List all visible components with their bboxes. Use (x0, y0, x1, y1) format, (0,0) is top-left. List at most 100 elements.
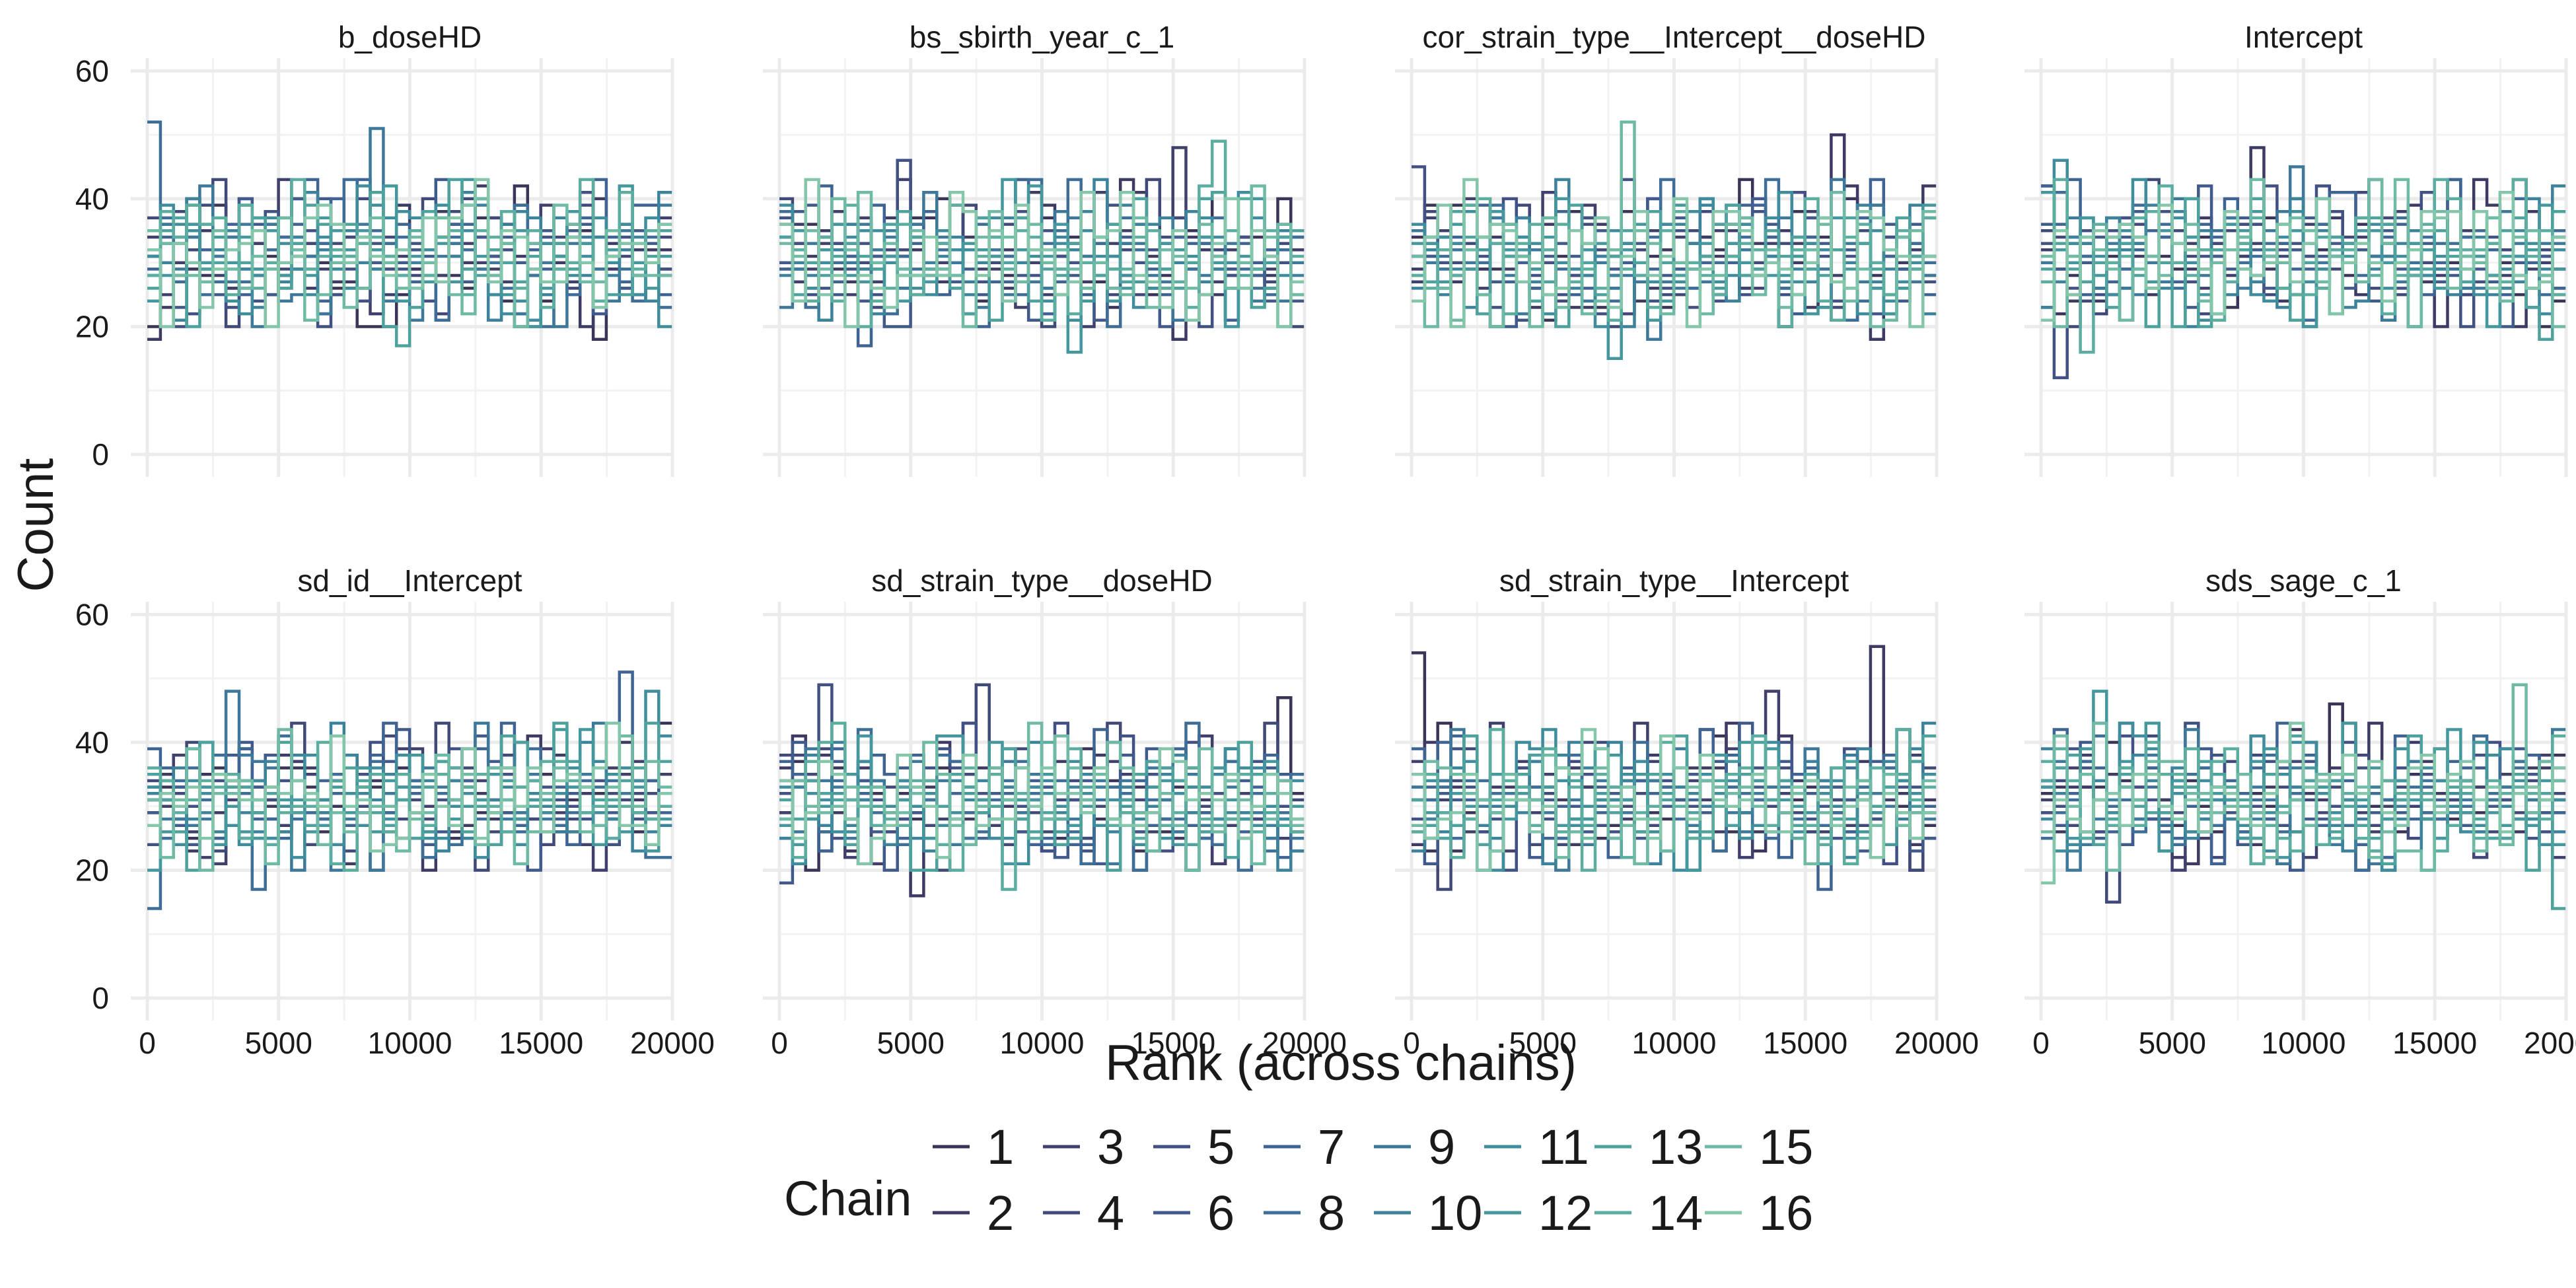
facet-panel: sd_strain_type__doseHD 0 5000 10000 15000 200… (763, 563, 1347, 1060)
legend-item: 5 (1153, 1120, 1234, 1174)
legend-label: 2 (987, 1186, 1014, 1240)
chain-series-16 (1412, 728, 1937, 872)
x-tick-label: 15000 (2392, 1026, 2477, 1060)
chain-series-16 (779, 747, 1305, 866)
legend-label: 3 (1097, 1120, 1124, 1174)
chain-series-16 (779, 178, 1305, 328)
chain-series-4 (147, 178, 672, 328)
legend-label: 8 (1318, 1186, 1345, 1240)
legend-label: 10 (1428, 1186, 1482, 1240)
x-tick-label: 5000 (245, 1026, 312, 1060)
legend-label: 7 (1318, 1120, 1345, 1174)
chain-series-12 (779, 178, 1305, 354)
legend-label: 9 (1428, 1120, 1455, 1174)
legend-label: 15 (1759, 1120, 1813, 1174)
y-tick-label: 40 (75, 182, 109, 216)
x-tick-label: 20000 (630, 1026, 715, 1060)
facet-panel: cor_strain_type__Intercept__doseHD (1395, 20, 1939, 477)
legend-item: 1 (933, 1120, 1014, 1174)
legend-label: 14 (1649, 1186, 1703, 1240)
chain-series-16 (147, 178, 672, 328)
chain-series-16 (1412, 178, 1937, 328)
legend-label: 5 (1207, 1120, 1234, 1174)
chain-series-5 (2041, 184, 2566, 380)
chain-series-16 (2041, 190, 2566, 322)
x-tick-label: 0 (139, 1026, 156, 1060)
legend-label: 4 (1097, 1186, 1124, 1240)
x-tick-label: 5000 (1509, 1026, 1577, 1060)
legend-label: 13 (1649, 1120, 1703, 1174)
legend-item: 16 (1705, 1186, 1813, 1240)
chain-series-15 (2041, 683, 2566, 872)
x-tick-label: 5000 (877, 1026, 945, 1060)
x-axis-title: Rank (across chains) (1105, 1035, 1577, 1091)
legend-item: 12 (1484, 1186, 1592, 1240)
chain-series-12 (147, 728, 672, 872)
chain-series-15 (779, 721, 1305, 872)
legend-item: 14 (1594, 1186, 1703, 1240)
facet-panel: sd_strain_type__Intercept 0 5000 10000 15000… (1395, 563, 1979, 1060)
facet-panel: bs_sbirth_year_c_1 (763, 20, 1306, 477)
y-tick-label: 20 (75, 309, 109, 343)
x-tick-label: 20000 (1894, 1026, 1979, 1060)
y-tick-label: 40 (75, 725, 109, 760)
facet-panel: sd_id__Intercept 0 20 40 60 0 5000 10000 15000 20… (75, 563, 715, 1060)
legend-item: 2 (933, 1186, 1014, 1240)
legend-item: 6 (1153, 1186, 1234, 1240)
legend-title: Chain (784, 1171, 912, 1226)
legend-label: 1 (987, 1120, 1014, 1174)
x-tick-label: 20000 (1262, 1026, 1347, 1060)
chain-series-16 (147, 721, 672, 853)
legend-item: 4 (1043, 1186, 1124, 1240)
legend-item: 9 (1374, 1120, 1455, 1174)
facet-title: cor_strain_type__Intercept__doseHD (1422, 20, 1925, 54)
legend-item: 15 (1705, 1120, 1813, 1174)
facet-title: bs_sbirth_year_c_1 (910, 20, 1174, 54)
legend-item: 8 (1264, 1186, 1345, 1240)
facet-panel: sds_sage_c_1 0 5000 10000 15000 20000 (2024, 563, 2576, 1060)
x-tick-label: 0 (1403, 1026, 1420, 1060)
chain-series-15 (147, 197, 672, 328)
chain-series-11 (779, 190, 1305, 322)
facet-panel: Intercept (2024, 20, 2568, 477)
y-tick-label: 60 (75, 597, 109, 631)
x-tick-label: 10000 (1632, 1026, 1717, 1060)
legend-label: 16 (1759, 1186, 1813, 1240)
facet-title: sd_strain_type__Intercept (1499, 563, 1849, 598)
x-tick-label: 10000 (1000, 1026, 1085, 1060)
x-tick-label: 15000 (1131, 1026, 1215, 1060)
x-tick-label: 15000 (499, 1026, 583, 1060)
legend-item: 11 (1484, 1120, 1589, 1174)
legend-item: 10 (1374, 1186, 1482, 1240)
facet-title: sd_strain_type__doseHD (871, 563, 1213, 598)
y-tick-label: 20 (75, 853, 109, 887)
facet-panel: b_doseHD 0 20 40 60 (75, 20, 674, 477)
y-tick-label: 0 (92, 981, 109, 1015)
chain-series-16 (2041, 721, 2566, 885)
facet-title: b_doseHD (338, 20, 482, 54)
facet-title: sd_id__Intercept (297, 563, 522, 598)
legend-label: 12 (1538, 1186, 1592, 1240)
x-tick-label: 10000 (368, 1026, 452, 1060)
facet-panels: b_doseHD 0 20 40 60 bs_sbirth_year_c_1 cor_str… (75, 20, 2576, 1060)
y-tick-label: 0 (92, 437, 109, 472)
x-tick-label: 0 (2032, 1026, 2050, 1060)
x-tick-label: 20000 (2524, 1026, 2576, 1060)
chain-series-14 (147, 740, 672, 872)
facet-title: Intercept (2244, 20, 2363, 54)
x-tick-label: 10000 (2262, 1026, 2346, 1060)
legend-item: 7 (1264, 1120, 1345, 1174)
chain-series-14 (2041, 178, 2566, 354)
y-tick-label: 60 (75, 54, 109, 88)
y-axis-title: Count (8, 458, 64, 592)
x-tick-label: 5000 (2139, 1026, 2206, 1060)
legend-item: 13 (1594, 1120, 1703, 1174)
chain-series-14 (147, 178, 672, 309)
legend-item: 3 (1043, 1120, 1124, 1174)
x-tick-label: 15000 (1763, 1026, 1847, 1060)
legend-label: 11 (1538, 1120, 1589, 1174)
x-tick-label: 0 (771, 1026, 788, 1060)
facet-title: sds_sage_c_1 (2205, 563, 2402, 598)
